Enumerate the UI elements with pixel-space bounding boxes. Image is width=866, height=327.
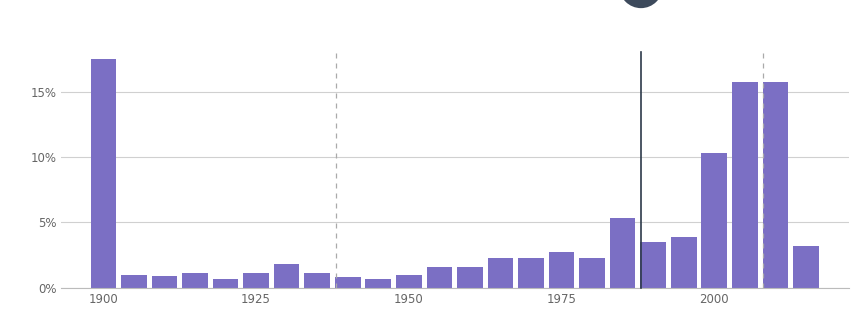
Bar bbox=[427, 267, 452, 288]
Bar bbox=[640, 242, 666, 288]
Bar bbox=[91, 59, 116, 288]
Bar bbox=[213, 279, 238, 288]
Bar bbox=[701, 153, 727, 288]
Bar bbox=[763, 82, 788, 288]
Bar bbox=[732, 82, 758, 288]
Bar bbox=[304, 273, 330, 288]
Bar bbox=[335, 277, 360, 288]
Bar bbox=[457, 267, 482, 288]
Bar bbox=[182, 273, 208, 288]
Bar bbox=[610, 218, 636, 288]
Bar bbox=[488, 258, 514, 288]
Bar bbox=[365, 279, 391, 288]
Bar bbox=[518, 258, 544, 288]
Bar bbox=[243, 273, 269, 288]
Bar bbox=[121, 275, 146, 288]
Bar bbox=[793, 246, 818, 288]
Bar bbox=[396, 275, 422, 288]
Bar bbox=[274, 264, 300, 288]
Bar bbox=[549, 252, 574, 288]
Bar bbox=[579, 258, 605, 288]
Bar bbox=[152, 276, 178, 288]
Bar bbox=[671, 237, 696, 288]
